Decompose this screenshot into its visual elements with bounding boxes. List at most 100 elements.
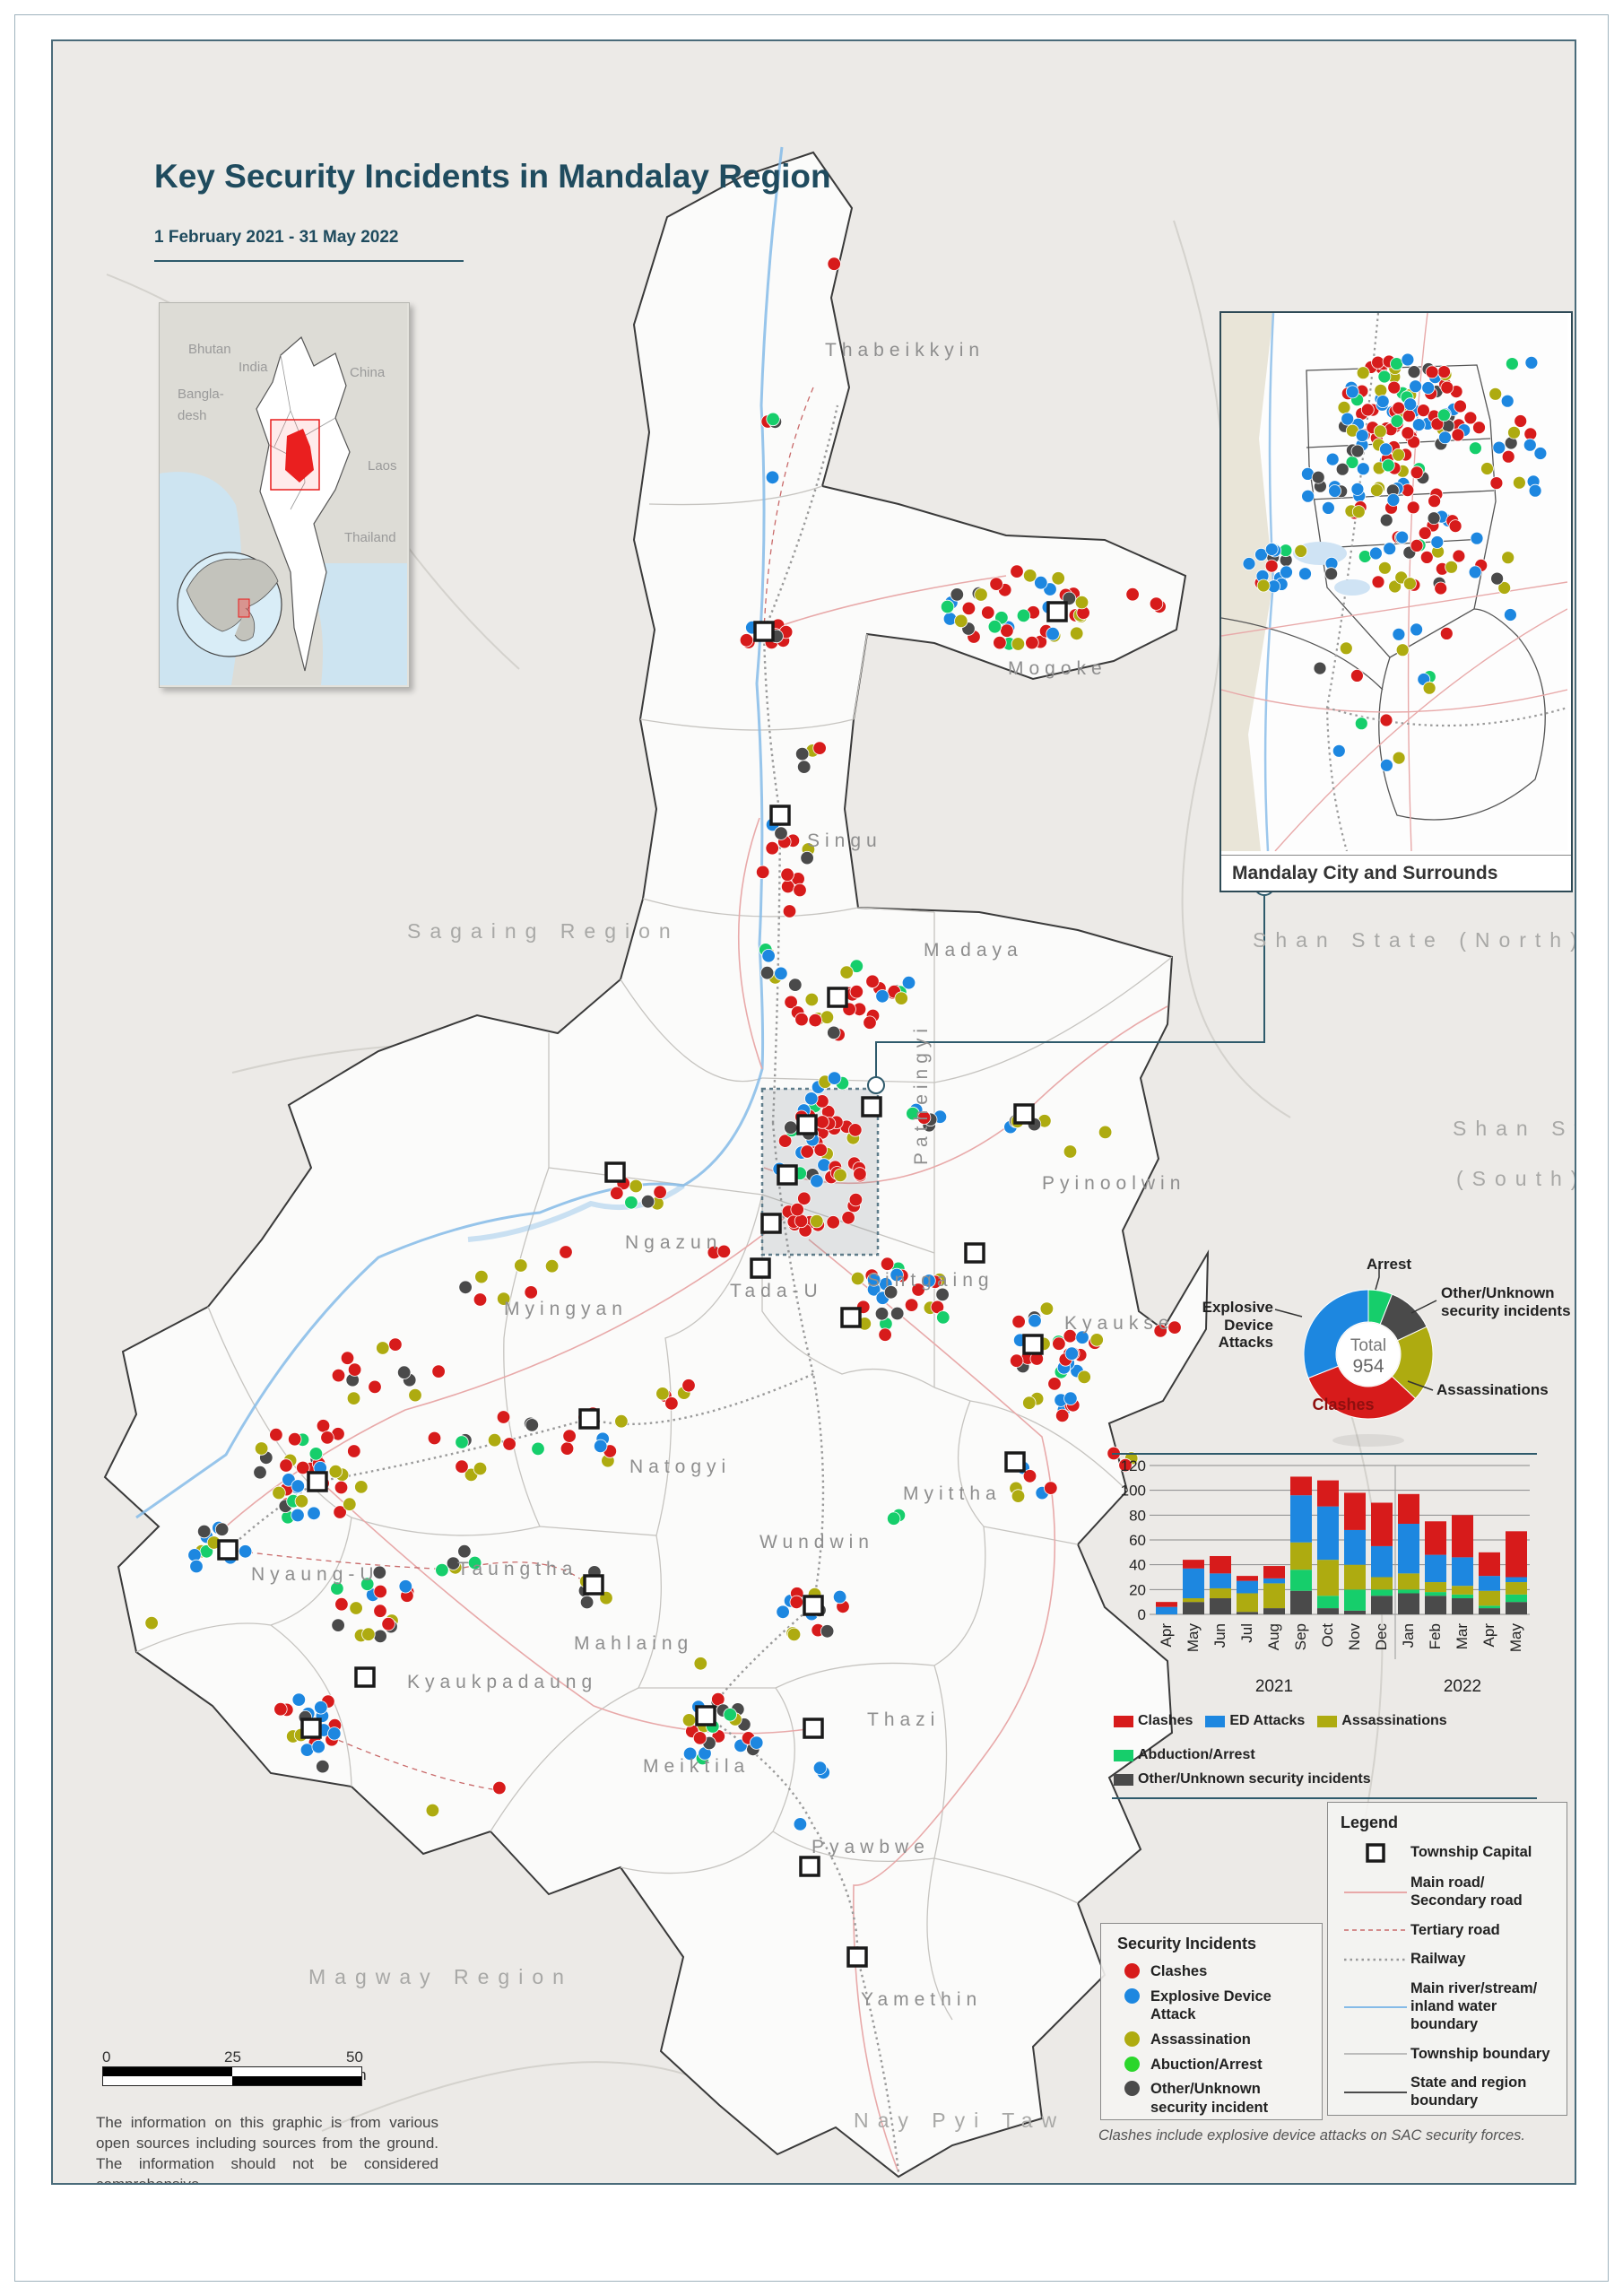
incident-dot-olive <box>1011 1489 1026 1503</box>
incident-dot-red <box>1425 365 1439 379</box>
township-capital <box>695 1705 716 1726</box>
region-label: Nay Pyi Taw <box>854 2109 1065 2132</box>
bar-seg-gray <box>1290 1590 1312 1614</box>
incident-dot-red <box>316 1419 331 1433</box>
bar-seg-gray <box>1263 1608 1285 1614</box>
x-tick-label: May <box>1507 1623 1524 1653</box>
chart-legend-item: Other/Unknown security incidents <box>1114 1771 1371 1787</box>
incident-dot-blue <box>238 1544 253 1559</box>
incident-dot-red <box>711 1692 725 1707</box>
incident-dot-red <box>1410 538 1424 552</box>
incident-dot-gray <box>759 965 775 980</box>
source-note: The information on this graphic is from … <box>96 2114 438 2185</box>
bar-seg-olive <box>1506 1582 1527 1595</box>
incident-dot-gray <box>214 1522 230 1536</box>
township-label: Sintgaing <box>867 1270 994 1291</box>
legend-item-road: Main road/Secondary road <box>1341 1874 1558 1910</box>
township-capital <box>964 1242 985 1264</box>
callout-arrest: Arrest <box>1367 1256 1412 1273</box>
incident-dot-red <box>1402 409 1416 423</box>
incident-dot-red <box>373 1584 387 1599</box>
incident-dot-blue <box>1383 542 1397 556</box>
incident-dot-red <box>1011 1314 1026 1329</box>
incident-item: Assassination <box>1117 2031 1315 2049</box>
township-label: Yamethin <box>861 1989 982 2010</box>
incident-dot-blue <box>1254 547 1268 561</box>
main-map: Thabeikkyin Mogoke Singu Madaya Patheingyi Py… <box>103 146 1575 2179</box>
bar-seg-blue <box>1237 1580 1258 1594</box>
incident-dot-red <box>826 1215 840 1230</box>
incident-dot-red <box>1401 426 1415 440</box>
incident-dot-red <box>797 1191 812 1206</box>
bar-seg-red <box>1183 1560 1204 1569</box>
date-range: 1 February 2021 - 31 May 2022 <box>154 228 399 247</box>
bar-seg-red <box>1156 1602 1177 1607</box>
township-capital <box>307 1471 328 1492</box>
incident-dot-red <box>784 995 798 1010</box>
incident-dot-blue <box>1524 356 1539 370</box>
incident-dot-red <box>981 605 995 620</box>
township-capital <box>753 621 775 642</box>
donut-leaders <box>1274 1266 1437 1391</box>
incident-dot-red <box>904 1298 919 1312</box>
incident-dot-red <box>911 1283 925 1297</box>
incident-dot-green <box>531 1441 545 1457</box>
incident-dot-blue <box>1492 440 1506 455</box>
incident-dot-red <box>1264 559 1279 573</box>
incident-dot-blue <box>776 1605 790 1620</box>
incident-dot-red <box>1387 380 1402 395</box>
incident-dot-red <box>347 1444 361 1458</box>
bar-seg-blue <box>1479 1576 1500 1591</box>
bar-seg-olive <box>1210 1587 1231 1599</box>
incident-dot-blue <box>1355 429 1369 443</box>
scale-bar-graphic <box>102 2066 362 2086</box>
incident-dot-gray <box>1313 661 1327 675</box>
incident-dot-gray <box>372 1565 387 1580</box>
incident-dot-red <box>815 1115 829 1129</box>
incident-dot-olive <box>1089 1333 1104 1347</box>
incident-dot-blue <box>1332 744 1346 758</box>
township-capital <box>803 1718 824 1739</box>
incident-dot-green <box>308 1447 324 1461</box>
incident-item: Abuction/Arrest <box>1117 2056 1315 2074</box>
incident-dot-red <box>296 1460 310 1475</box>
township-label: Natogyi <box>629 1457 731 1477</box>
township-label: Madaya <box>924 940 1023 961</box>
incident-dot-red <box>455 1459 469 1474</box>
incident-dot-red <box>1434 581 1448 596</box>
incident-dot-red <box>808 1013 822 1028</box>
region-label: (South) <box>1456 1167 1575 1190</box>
incident-label: Abuction/Arrest <box>1150 2056 1263 2073</box>
sea-gulf <box>294 563 407 685</box>
township-capital <box>803 1595 824 1616</box>
x-tick-label: May <box>1185 1623 1202 1653</box>
incident-dot-gray <box>316 1759 330 1774</box>
incident-dot-blue <box>1046 627 1060 641</box>
incident-dot-olive <box>425 1803 440 1818</box>
township-capital <box>840 1307 862 1328</box>
clashes-note: Clashes include explosive device attacks… <box>1098 2127 1525 2144</box>
township-label: Myingyan <box>504 1299 628 1319</box>
incident-dot-red <box>878 1327 892 1342</box>
bar-seg-red <box>1479 1552 1500 1577</box>
monthly-bar-chart: 120 100 80 60 40 20 0 Apr May Jun Jul Aug Sep Oct Nov D… <box>1121 1457 1530 1696</box>
x-tick-label: Jul <box>1238 1623 1255 1643</box>
incident-dot-green <box>1390 357 1403 370</box>
incident-dot-red <box>664 1396 679 1411</box>
incident-dot-red <box>1025 635 1039 650</box>
incident-dot-blue <box>1242 557 1256 570</box>
incident-dot-olive <box>629 1178 643 1194</box>
township-capital <box>846 1946 868 1968</box>
incident-dot-olive <box>1351 505 1366 519</box>
bar-seg-green <box>1290 1570 1312 1591</box>
incident-dot-olive <box>894 991 908 1005</box>
incident-dot-blue <box>1063 1391 1078 1405</box>
incident-dot-red <box>1149 596 1164 611</box>
incident-dot-green <box>330 1581 344 1596</box>
incident-dot-red <box>780 867 794 882</box>
incident-dot-green <box>723 1708 737 1722</box>
incident-dot-red <box>653 1185 667 1199</box>
legend-item-railway: Railway <box>1341 1951 1558 1969</box>
incident-dot-red <box>1452 549 1466 563</box>
incident-dot-olive <box>1077 1370 1091 1385</box>
